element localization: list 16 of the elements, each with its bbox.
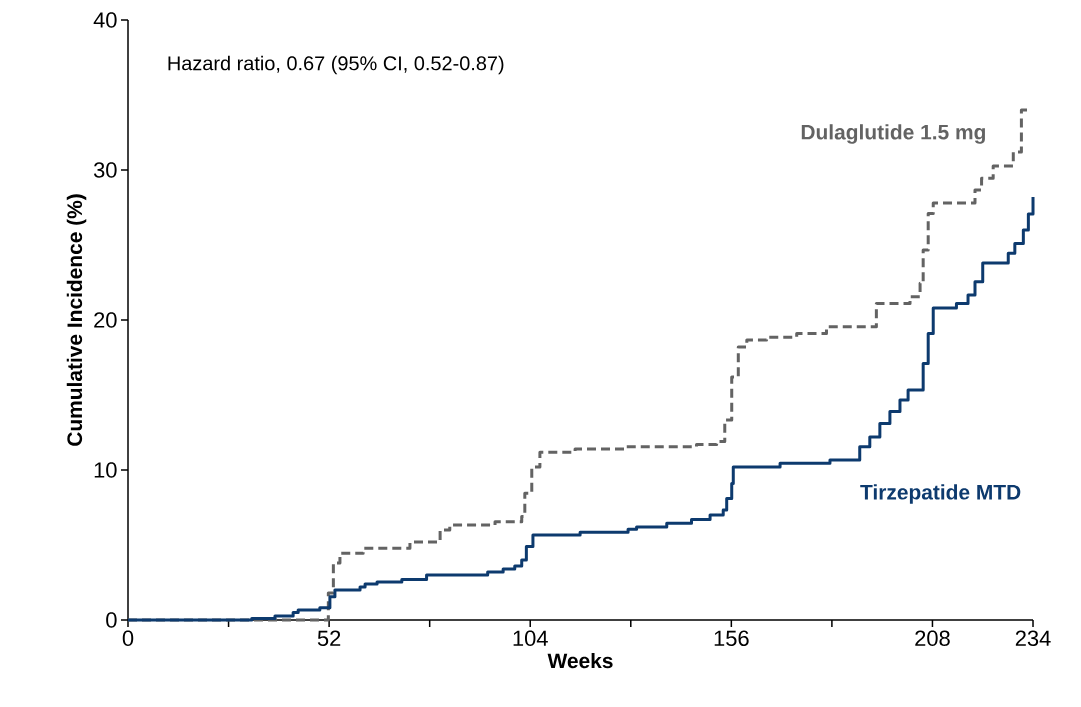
annotation: Hazard ratio, 0.67 (95% CI, 0.52-0.87) [168, 55, 504, 75]
y-tick-label: 20 [94, 312, 117, 328]
y-axis-title: Cumulative Incidence (%) [66, 194, 87, 446]
x-tick-label: 208 [915, 630, 950, 647]
series-label: Dulaglutide 1.5 mg [801, 124, 985, 144]
x-tick-label: 0 [122, 630, 134, 647]
series-label: Tirzepatide MTD [860, 484, 1021, 504]
x-tick-label: 104 [513, 630, 548, 647]
x-axis-title: Weeks [547, 652, 613, 669]
y-tick-label: 40 [93, 12, 117, 28]
x-tick-label: 52 [317, 630, 341, 647]
x-tick-label: 234 [1015, 630, 1051, 647]
y-tick-label: 0 [106, 612, 117, 628]
x-tick-label: 156 [714, 630, 749, 647]
y-tick-label: 10 [94, 462, 117, 478]
y-tick-label: 30 [93, 162, 117, 178]
